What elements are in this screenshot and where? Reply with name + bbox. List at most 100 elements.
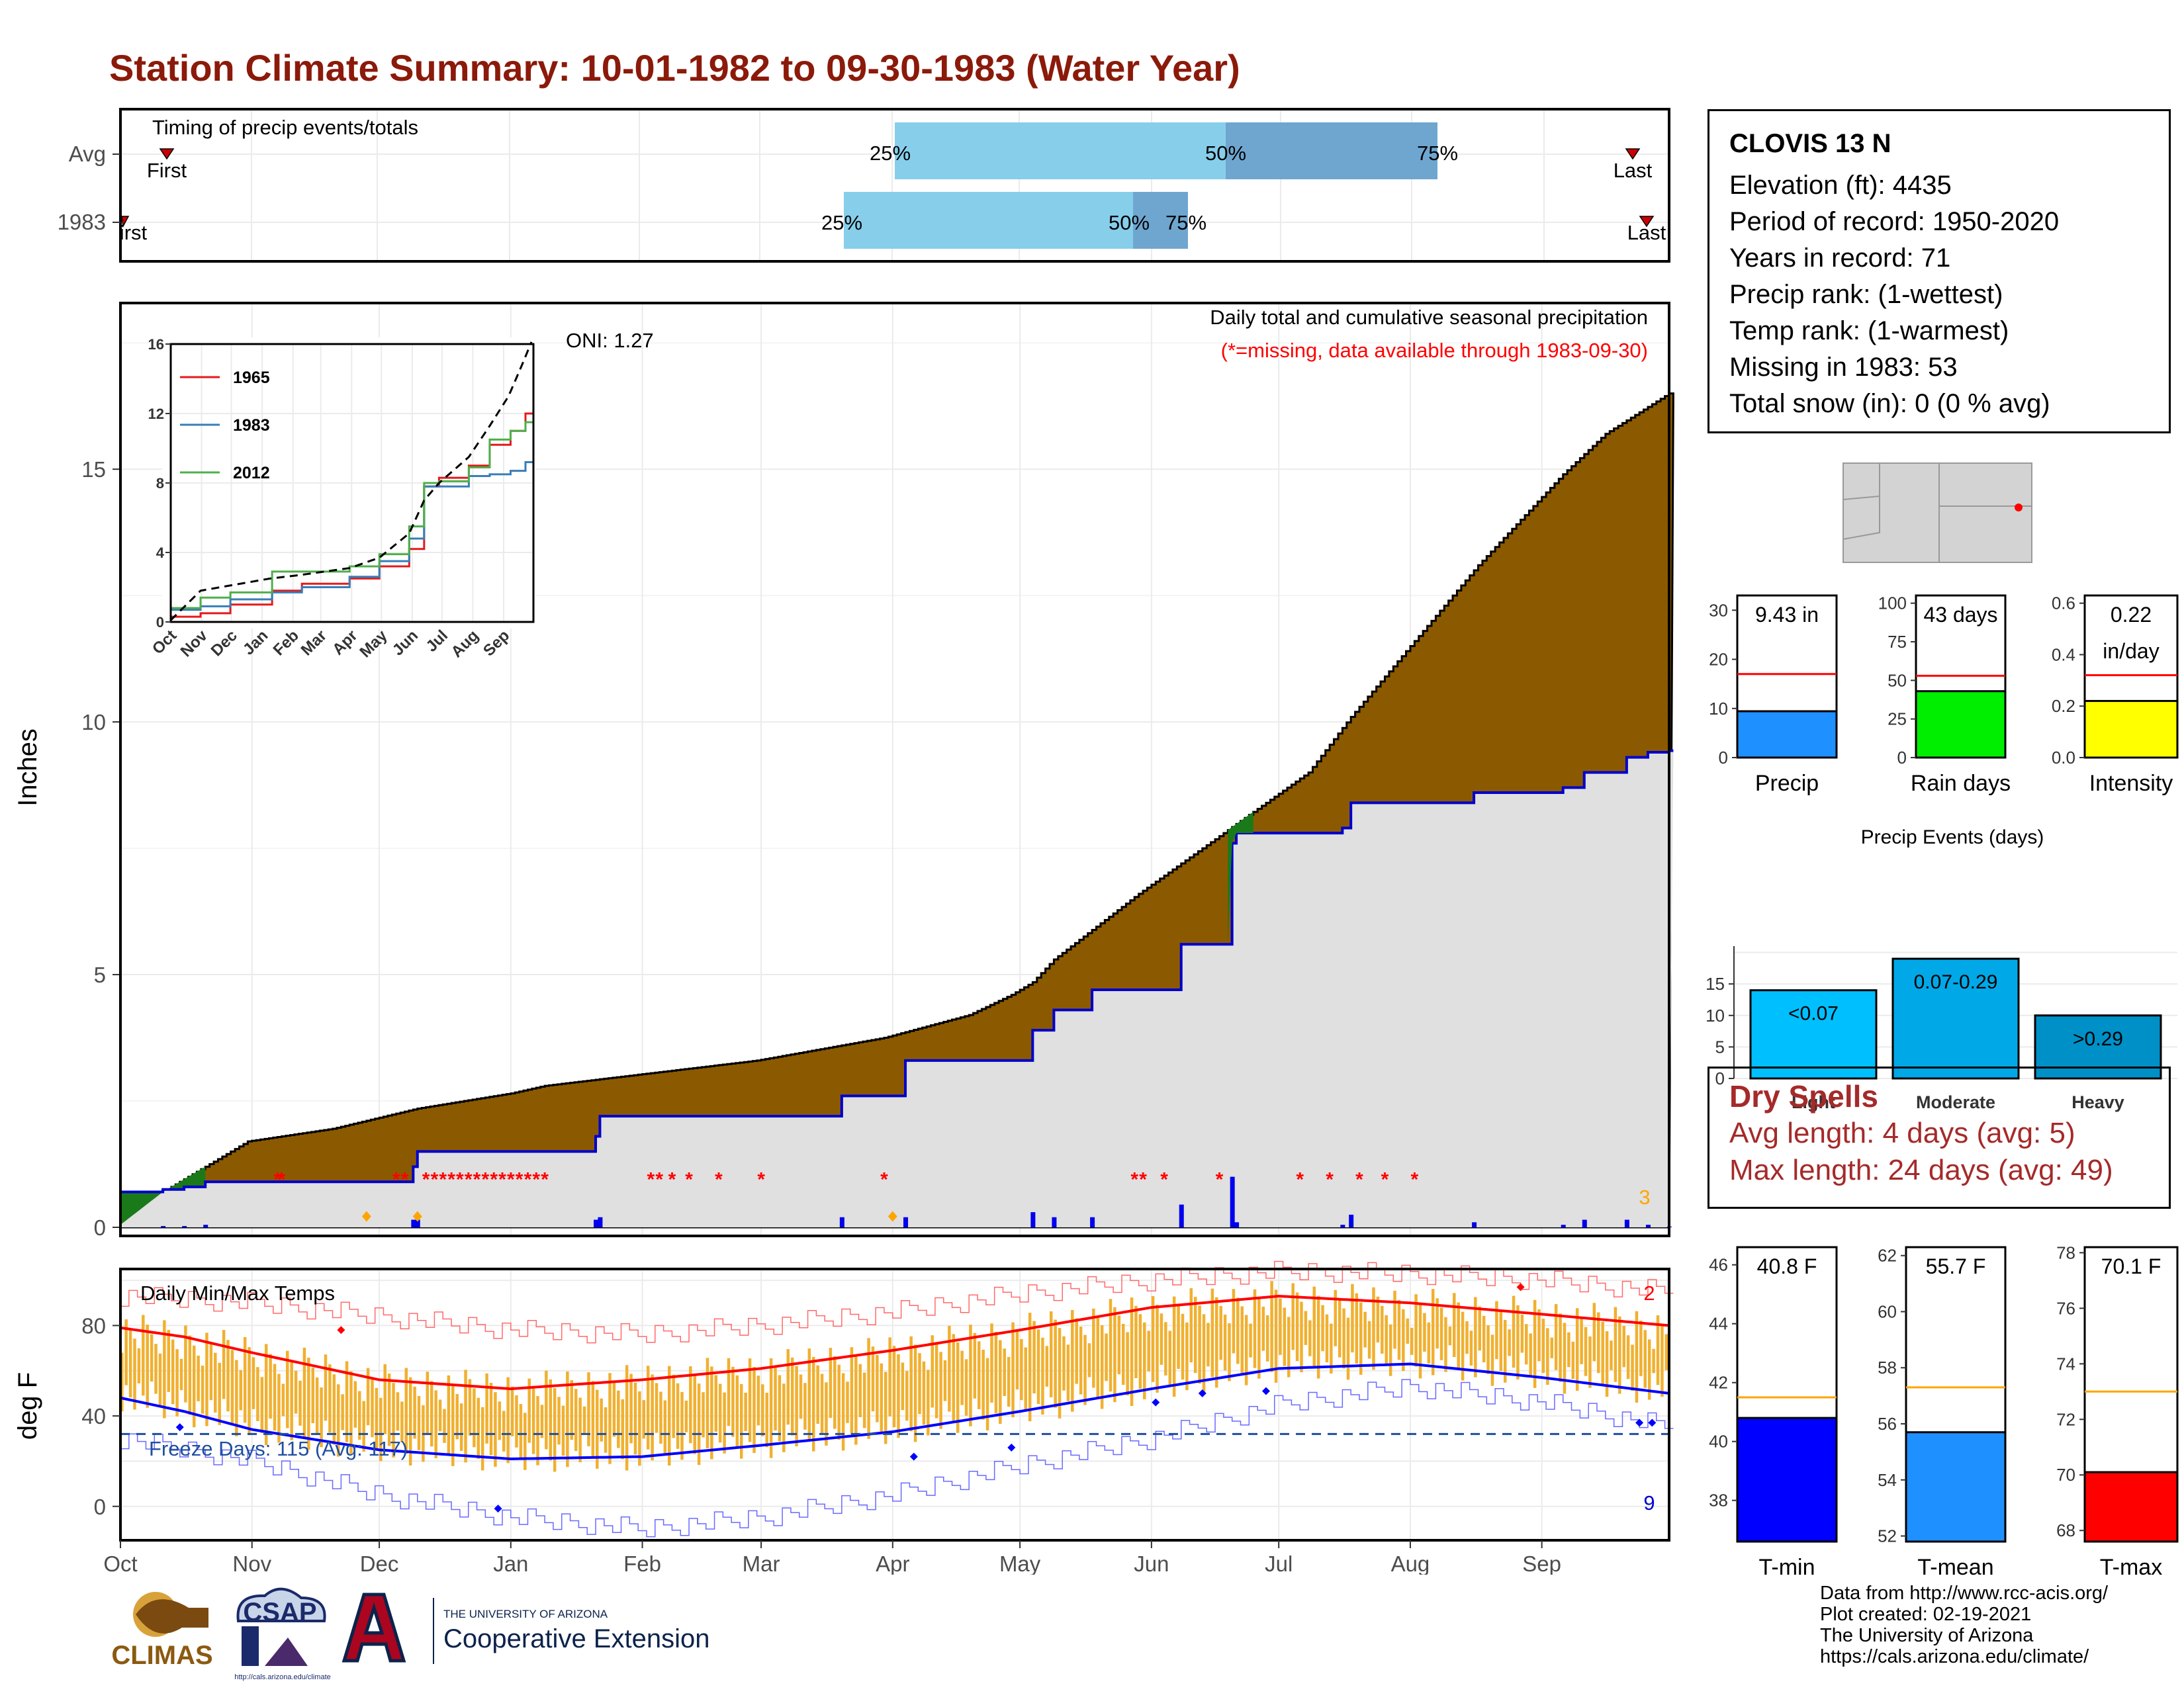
inset-xtick-label: Jan: [240, 627, 271, 658]
temp-bar: [455, 1394, 459, 1440]
temp-bar: [362, 1401, 365, 1452]
temp-bar: [1418, 1303, 1422, 1379]
daily-precip-bar: [411, 1219, 416, 1227]
temp-bar: [146, 1325, 149, 1408]
temp-bar: [480, 1407, 484, 1471]
temp-bar: [175, 1349, 179, 1417]
intensity-summary-tick: 0.4: [2052, 644, 2075, 664]
temp-bar: [1597, 1312, 1600, 1374]
record-point: [1635, 1419, 1644, 1427]
temp-bar: [540, 1405, 544, 1438]
obs-cumulative-area: [120, 750, 1674, 1227]
temp-bar: [582, 1406, 586, 1435]
temp-bar: [587, 1372, 590, 1446]
inset-xtick-label: Feb: [270, 627, 302, 659]
tmin-summary-tick: 44: [1709, 1314, 1728, 1334]
obs-first-label-clip: First: [122, 221, 148, 244]
tmin-summary-tick: 40: [1709, 1432, 1728, 1452]
temp-bar: [985, 1358, 989, 1430]
temp-bar: [1287, 1317, 1291, 1378]
temp-bar: [1664, 1334, 1668, 1370]
temp-bar: [1198, 1305, 1201, 1384]
tmean-summary-bar: [1905, 1431, 2007, 1543]
temp-bar: [1045, 1346, 1049, 1387]
temp-bar: [1592, 1303, 1596, 1362]
tmin-summary-value: 40.8 F: [1757, 1254, 1817, 1278]
temp-bar: [1134, 1305, 1138, 1378]
inset-xtick-label: Jun: [389, 627, 422, 659]
temp-bar: [358, 1391, 361, 1440]
daily-precip-bar: [839, 1217, 844, 1227]
temp-bar: [468, 1379, 472, 1436]
obs-p50-label: 50%: [1109, 211, 1150, 234]
temp-bar: [447, 1375, 451, 1455]
daily-precip-bar: [1179, 1204, 1184, 1227]
tmean-summary-tick: 58: [1878, 1358, 1897, 1378]
temp-bar: [778, 1375, 782, 1442]
temp-bar: [1355, 1293, 1359, 1364]
temp-bar: [769, 1358, 773, 1458]
missing-marker: *: [655, 1168, 663, 1190]
precip-event-category: Moderate: [1916, 1092, 1995, 1112]
record-point: [1648, 1419, 1657, 1427]
temp-bar: [290, 1360, 293, 1440]
temp-bar: [1448, 1326, 1452, 1346]
month-xtick-label: Sep: [1522, 1552, 1561, 1575]
intensity-summary-tick: 0.0: [2052, 748, 2075, 767]
temp-bar: [515, 1395, 518, 1448]
missing-marker: *: [541, 1168, 549, 1190]
temp-bar: [137, 1348, 141, 1383]
oni-value: ONI: 1.27: [566, 329, 654, 352]
intensity-summary-tick: 0.6: [2052, 593, 2075, 613]
temp-bar: [1499, 1310, 1503, 1371]
tmax-summary-tick: 76: [2056, 1298, 2075, 1318]
temp-bar: [1367, 1321, 1371, 1359]
temp-bar: [600, 1398, 603, 1442]
temp-bar: [133, 1338, 136, 1410]
daily-precip-bar: [1472, 1222, 1477, 1227]
month-xtick-label: Apr: [876, 1552, 909, 1575]
intensity-summary-bar: [2083, 699, 2179, 759]
missing-marker: *: [685, 1168, 693, 1190]
temp-bar: [829, 1348, 833, 1419]
tmax-summary-bar: [2083, 1471, 2179, 1543]
temp-bar: [1537, 1309, 1541, 1362]
temp-bar: [1312, 1286, 1316, 1368]
temp-bar: [1376, 1296, 1380, 1343]
temp-bar: [1168, 1331, 1172, 1386]
temp-bar: [922, 1361, 926, 1425]
temp-bar: [205, 1333, 208, 1426]
temp-bar: [230, 1350, 234, 1424]
temp-bar: [1541, 1319, 1545, 1374]
dry-spells-box: Dry Spells Avg length: 4 days (avg: 5) M…: [1707, 1067, 2171, 1209]
temp-bar: [570, 1380, 574, 1440]
temp-bar: [383, 1364, 387, 1434]
month-xtick-label: Aug: [1391, 1552, 1430, 1575]
temp-bar: [876, 1354, 879, 1422]
inset-ytick-label: 4: [156, 545, 165, 561]
ua-logo: THE UNIVERSITY OF ARIZONA Cooperative Ex…: [341, 1593, 709, 1664]
temp-bar: [693, 1375, 696, 1454]
missing-marker: *: [757, 1168, 765, 1190]
temp-bar: [740, 1383, 743, 1459]
inset-xtick-label: Mar: [298, 627, 330, 659]
temp-bar: [1575, 1308, 1579, 1391]
obs-last-label-clip: Last: [1627, 221, 1666, 244]
temp-bar: [260, 1377, 264, 1434]
avg-p75-label: 75%: [1417, 142, 1458, 165]
inset-xtick-label: May: [356, 627, 391, 662]
temp-bar: [1614, 1307, 1617, 1382]
temp-bar: [1652, 1348, 1655, 1374]
missing-marker: *: [273, 1168, 281, 1190]
month-xtick-label: Feb: [623, 1552, 661, 1575]
temp-bar: [1490, 1335, 1494, 1386]
temp-bar: [1274, 1290, 1278, 1383]
missing-marker: *: [524, 1168, 532, 1190]
temp-bar: [459, 1403, 463, 1451]
temp-bar: [1351, 1284, 1354, 1353]
obs-first-marker: [121, 216, 130, 228]
temp-bar: [833, 1356, 837, 1429]
temp-bar: [1363, 1311, 1367, 1348]
temp-bar: [1083, 1335, 1087, 1405]
snow-markers: [361, 1211, 897, 1222]
